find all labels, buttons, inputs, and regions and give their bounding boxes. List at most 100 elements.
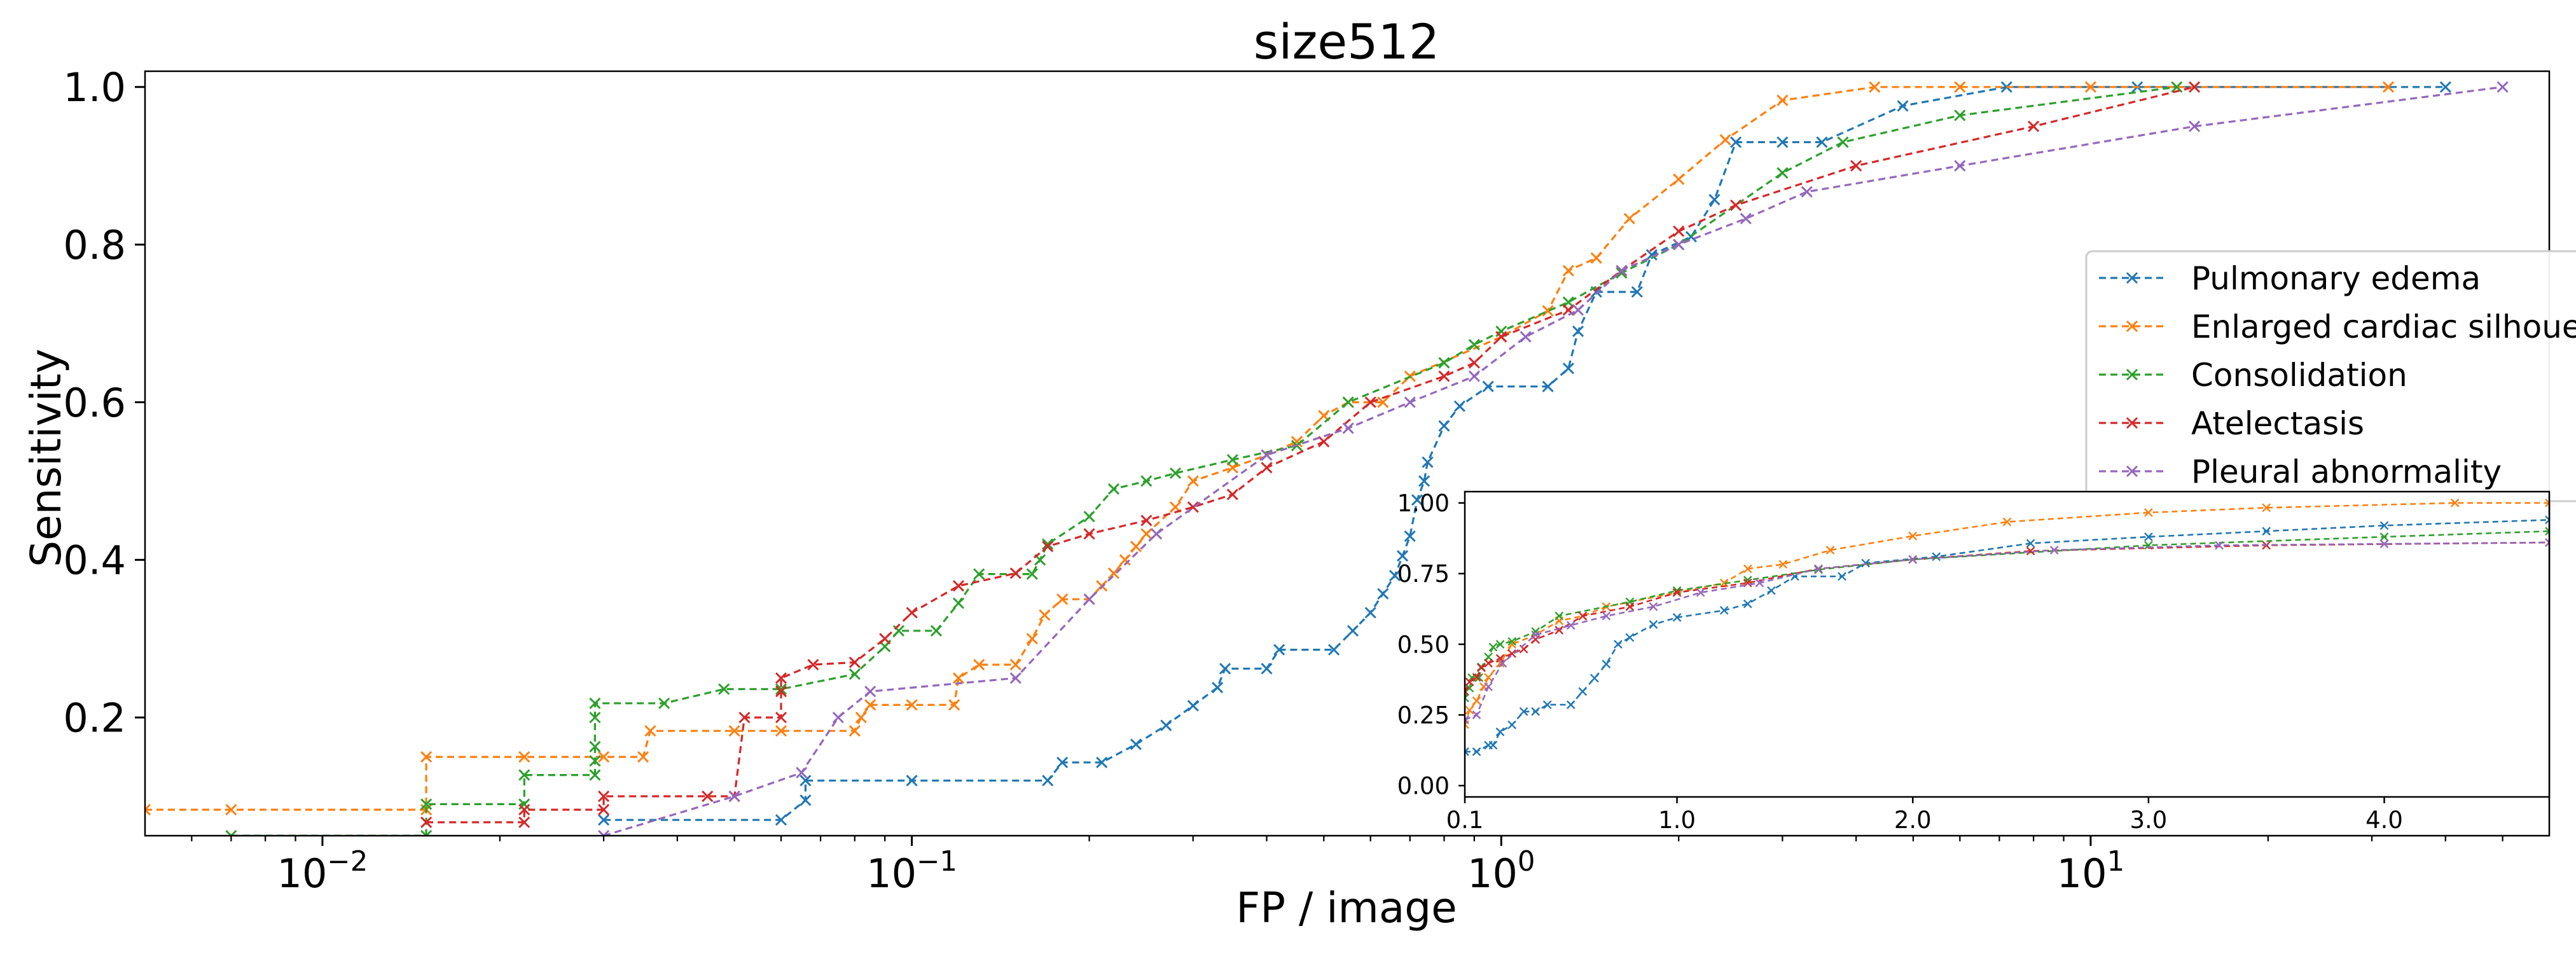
main-series-enlarged-cardiac-silhouette-marker [1140,528,1153,540]
inset-series-consolidation-marker [1465,684,1474,693]
inset-series-atelectasis-marker [1625,602,1635,611]
inset-series-pulmonary-edema-marker [1531,707,1541,716]
legend-label: Consolidation [2191,357,2407,394]
main-series-enlarged-cardiac-silhouette-marker [906,699,918,711]
main-series-atelectasis-marker [775,672,787,684]
main-series-consolidation-marker [589,755,601,767]
inset-y-tick-label: 1.00 [1397,490,1450,517]
main-series-pleural-abnormality-marker [2496,81,2509,93]
main-series-enlarged-cardiac-silhouette-marker [1562,265,1574,277]
main-series-pulmonary-edema-marker [1364,607,1376,619]
inset-series-pleural-abnormality-marker [1472,710,1481,719]
legend-marker [2126,368,2138,381]
main-series-enlarged-cardiac-silhouette-marker [1119,554,1131,566]
main-series-consolidation-marker [848,668,861,681]
main-series-pulmonary-edema-marker [1273,644,1285,656]
main-series-enlarged-cardiac-silhouette-marker [1130,541,1142,553]
main-series-pulmonary-edema-marker [1042,775,1054,787]
main-series-enlarged-cardiac-silhouette-marker [145,804,151,816]
main-series-pleural-abnormality-marker [1261,449,1273,461]
main-series-atelectasis-marker [807,659,819,671]
legend-label: Pulmonary edema [2191,260,2481,297]
inset-series-pulmonary-edema-marker [1542,700,1552,709]
inset-series-enlarged-cardiac-silhouette-marker [2545,498,2549,508]
main-series-consolidation-marker [1042,538,1054,550]
inset-series-pulmonary-edema-marker [1507,720,1516,729]
main-series-atelectasis-marker [420,816,433,828]
legend-item-pulmonary-edema: Pulmonary edema [2099,260,2481,297]
main-series-atelectasis-marker [775,712,787,724]
inset-series-pulmonary-edema-marker [1602,660,1611,668]
main-series-pleural-abnormality-marker [1954,160,1966,172]
inset-series-consolidation-marker [1488,642,1498,652]
inset-series-pulmonary-edema-marker [1838,572,1846,581]
inset-series-pulmonary-edema-marker [1649,620,1658,629]
main-series-atelectasis-marker [1495,331,1507,343]
main-series-pleural-abnormality-marker [1801,186,1813,198]
main-series-consolidation-marker [589,712,601,724]
main-series-enlarged-cardiac-silhouette [145,81,2395,816]
main-y-tick-label: 1.0 [63,64,126,111]
main-series-atelectasis-marker [1009,567,1021,579]
inset-series-pulmonary-edema-marker [1767,586,1776,595]
main-series-enlarged-cardiac-silhouette-marker [728,725,740,737]
inset-y-tick-label: 0.75 [1397,560,1450,588]
inset-series-pulmonary-edema-marker [1566,700,1575,709]
legend-item-atelectasis: Atelectasis [2099,405,2364,442]
main-series-enlarged-cardiac-silhouette-marker [1009,659,1021,671]
inset-x-tick-label: 1.0 [1658,806,1696,834]
main-series-consolidation-marker [1438,357,1450,369]
inset-x-tick-label: 3.0 [2129,806,2167,834]
main-series-consolidation-marker [225,829,237,836]
inset-series-pleural-abnormality-marker [2379,539,2389,549]
main-series-enlarged-cardiac-silhouette-marker [855,712,867,724]
main-series-pulmonary-edema-marker [1562,363,1574,375]
main-series-consolidation-marker [1468,338,1480,351]
inset-series-pleural-abnormality-marker [1531,630,1541,640]
main-series-consolidation-marker [1342,396,1354,408]
main-series-pulmonary-edema-marker [1708,193,1721,206]
main-series-pulmonary-edema-marker [1453,400,1465,412]
inset-series-pleural-abnormality-marker [1908,555,1918,564]
inset-series-pulmonary-edema-marker [1861,558,1870,568]
legend-marker [2126,272,2138,284]
inset-series-pleural-abnormality-marker [1696,588,1705,597]
main-series-pulmonary-edema-marker [1418,475,1430,487]
inset-series-pulmonary-edema [1465,515,2549,756]
legend-item-consolidation: Consolidation [2099,357,2407,394]
legend-marker [2126,465,2138,478]
inset-series-atelectasis-marker [1555,625,1564,635]
main-series-pulmonary-edema-marker [906,775,918,787]
main-series-enlarged-cardiac-silhouette-marker [1056,593,1069,605]
main-series-enlarged-cardiac-silhouette-marker [1776,94,1789,106]
inset-series-pulmonary-edema-marker [1932,552,1941,562]
inset-series-enlarged-cardiac-silhouette-marker [1484,673,1493,682]
main-series-pleural-abnormality-marker [832,712,844,724]
main-series-consolidation-marker [1837,136,1849,148]
main-series-consolidation-marker [589,769,601,781]
inset-series-pulmonary-edema-marker [1625,633,1635,642]
inset-series-pulmonary-edema-marker [1488,740,1498,750]
main-series-atelectasis-marker [1468,357,1480,369]
main-series-pleural-abnormality-marker [1520,331,1532,343]
inset-series-pulmonary-edema-marker [1743,599,1752,609]
main-series-atelectasis-marker [1261,462,1273,474]
main-series-consolidation-marker [1026,568,1038,580]
main-series-consolidation-marker [973,568,985,580]
main-series-pulmonary-edema-marker [1422,456,1434,468]
inset-series-pleural-abnormality-marker [2545,538,2549,547]
main-series-atelectasis-marker [1083,528,1095,540]
inset-x-tick-label: 4.0 [2365,806,2403,834]
main-series-consolidation-marker [1954,109,1966,121]
main-series-pulmonary-edema-marker [1377,588,1389,600]
main-series-pleural-abnormality-marker [1740,212,1752,225]
main-series-pulmonary-edema-marker [1187,700,1199,712]
inset-series-pulmonary-edema-marker [1614,640,1623,649]
legend-label: Atelectasis [2191,405,2364,442]
main-series-pulmonary-edema-marker [1404,530,1416,543]
main-series-pleural-abnormality-marker [796,766,808,778]
main-series-pulmonary-edema-marker [1542,380,1554,392]
legend-item-enlarged-cardiac-silhouette: Enlarged cardiac silhouette [2099,308,2576,345]
inset-series-consolidation-marker [2545,527,2549,536]
